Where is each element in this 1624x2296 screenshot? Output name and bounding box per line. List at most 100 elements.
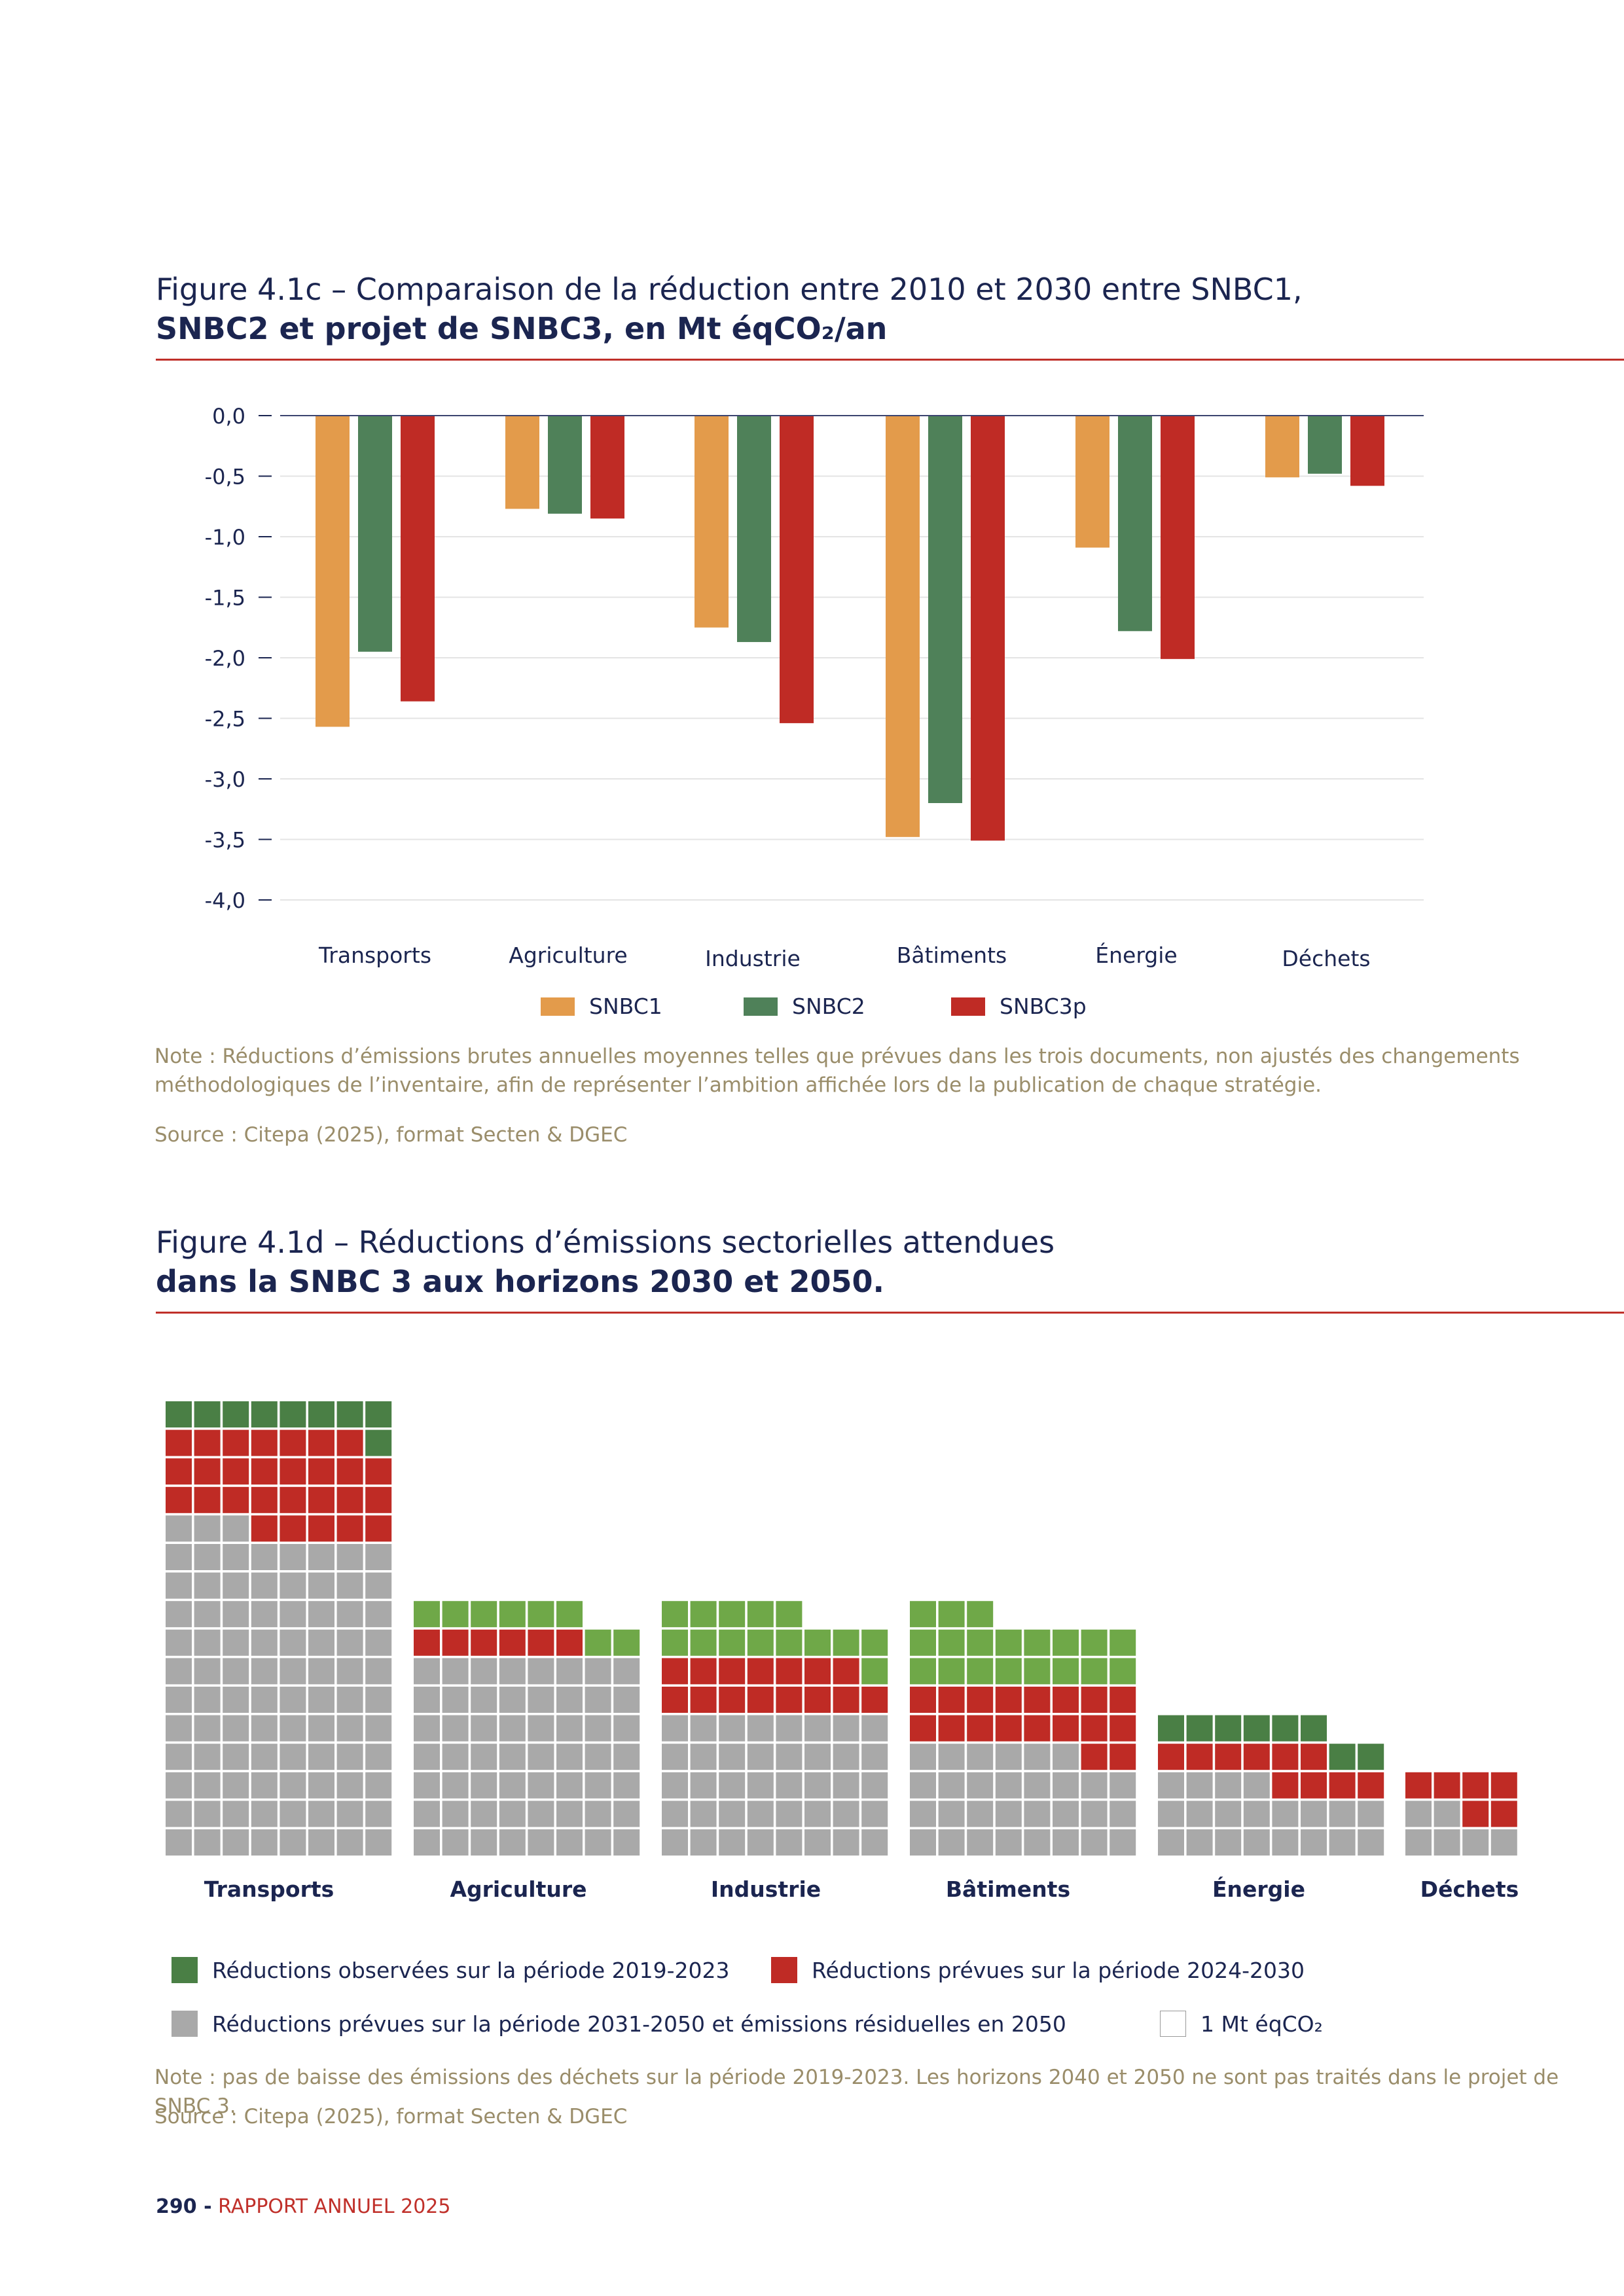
waffle-cell-batiments <box>967 1658 994 1685</box>
waffle-cell-agriculture <box>499 1829 526 1856</box>
waffle-cell-batiments <box>938 1801 965 1827</box>
waffle-cell-energie <box>1186 1829 1213 1856</box>
waffle-cell-batiments <box>1053 1658 1079 1685</box>
waffle-cell-agriculture <box>471 1658 497 1685</box>
waffle-cell-energie <box>1215 1829 1242 1856</box>
waffle-cell-transports <box>280 1572 306 1599</box>
waffle-cell-transports <box>365 1572 392 1599</box>
waffle-cell-industrie <box>690 1658 717 1685</box>
waffle-cell-industrie <box>747 1715 774 1742</box>
waffle-cell-agriculture <box>471 1629 497 1656</box>
waffle-cell-energie <box>1158 1829 1184 1856</box>
waffle-cell-batiments <box>910 1744 936 1770</box>
bar-snbc2-transports <box>358 416 392 652</box>
waffle-cell-industrie <box>690 1829 717 1856</box>
x-label-dechets: Déchets <box>1282 946 1371 971</box>
waffle-cell-transports <box>166 1601 192 1628</box>
waffle-cell-batiments <box>1081 1772 1108 1799</box>
waffle-cell-batiments <box>910 1658 936 1685</box>
waffle-cell-transports <box>223 1658 249 1685</box>
waffle-cell-transports <box>194 1515 221 1542</box>
waffle-cell-transports <box>280 1687 306 1713</box>
waffle-cell-industrie <box>833 1715 859 1742</box>
bar-snbc1-agriculture <box>505 416 539 509</box>
waffle-cell-transports <box>194 1829 221 1856</box>
waffle-cell-transports <box>194 1601 221 1628</box>
waffle-cell-industrie <box>719 1629 746 1656</box>
waffle-cell-transports <box>223 1744 249 1770</box>
waffle-cell-transports <box>251 1801 278 1827</box>
waffle-cell-transports <box>251 1829 278 1856</box>
waffle-cell-transports <box>365 1429 392 1456</box>
waffle-cell-transports <box>251 1572 278 1599</box>
bar-snbc1-energie <box>1075 416 1110 548</box>
waffle-cell-industrie <box>804 1715 831 1742</box>
waffle-cell-industrie <box>861 1744 888 1770</box>
waffle-legend-unit: 1 Mt éqCO₂ <box>1160 2011 1323 2037</box>
waffle-cell-agriculture <box>613 1829 640 1856</box>
waffle-cell-transports <box>336 1458 363 1485</box>
waffle-cell-batiments <box>1053 1687 1079 1713</box>
waffle-cell-transports <box>280 1772 306 1799</box>
y-tick-label: -2,5 <box>205 707 245 732</box>
legend-snbc1: SNBC1 <box>541 994 662 1019</box>
waffle-cell-agriculture <box>585 1629 611 1656</box>
waffle-cell-agriculture <box>499 1601 526 1628</box>
waffle-cell-transports <box>365 1515 392 1542</box>
waffle-cell-transports <box>280 1544 306 1570</box>
y-tick-label: -1,5 <box>205 586 245 611</box>
waffle-cell-agriculture <box>556 1629 583 1656</box>
waffle-cell-transports <box>251 1629 278 1656</box>
waffle-cell-agriculture <box>556 1687 583 1713</box>
waffle-cell-transports <box>336 1772 363 1799</box>
waffle-label-agriculture: Agriculture <box>450 1876 587 1902</box>
waffle-cell-batiments <box>1024 1772 1051 1799</box>
x-label-transports: Transports <box>318 942 432 968</box>
waffle-cell-batiments <box>910 1629 936 1656</box>
figure-1-title: Figure 4.1c – Comparaison de la réductio… <box>156 270 1530 348</box>
waffle-cell-transports <box>223 1544 249 1570</box>
waffle-cell-dechets <box>1405 1772 1432 1799</box>
x-label-energie: Énergie <box>1095 942 1178 968</box>
waffle-legend-planned-2050: Réductions prévues sur la période 2031-2… <box>171 2011 1066 2037</box>
waffle-cell-transports <box>365 1687 392 1713</box>
waffle-cell-industrie <box>861 1801 888 1827</box>
page-number: 290 - <box>156 2195 212 2218</box>
waffle-cell-batiments <box>1081 1687 1108 1713</box>
waffle-cell-agriculture <box>613 1801 640 1827</box>
waffle-cell-transports <box>365 1744 392 1770</box>
waffle-cell-transports <box>194 1401 221 1427</box>
bar-snbc3p-dechets <box>1350 416 1384 486</box>
waffle-cell-batiments <box>1110 1801 1136 1827</box>
waffle-cell-industrie <box>833 1829 859 1856</box>
waffle-cell-energie <box>1272 1715 1299 1742</box>
waffle-cell-agriculture <box>556 1658 583 1685</box>
waffle-cell-transports <box>280 1744 306 1770</box>
waffle-cell-dechets <box>1490 1829 1517 1856</box>
waffle-cell-energie <box>1243 1801 1270 1827</box>
waffle-cell-transports <box>365 1401 392 1427</box>
waffle-cell-industrie <box>690 1715 717 1742</box>
waffle-cell-transports <box>308 1772 334 1799</box>
waffle-cell-batiments <box>995 1658 1022 1685</box>
waffle-cell-industrie <box>719 1772 746 1799</box>
waffle-cell-batiments <box>967 1772 994 1799</box>
waffle-cell-industrie <box>804 1744 831 1770</box>
waffle-cell-industrie <box>719 1687 746 1713</box>
waffle-cell-agriculture <box>585 1801 611 1827</box>
waffle-cell-transports <box>308 1601 334 1628</box>
waffle-cell-transports <box>194 1801 221 1827</box>
waffle-cell-batiments <box>1081 1744 1108 1770</box>
waffle-cell-batiments <box>1110 1829 1136 1856</box>
waffle-cell-agriculture <box>442 1687 469 1713</box>
waffle-cell-transports <box>223 1772 249 1799</box>
waffle-chart <box>166 1401 1517 1856</box>
waffle-cell-agriculture <box>442 1744 469 1770</box>
waffle-cell-agriculture <box>528 1772 554 1799</box>
waffle-cell-batiments <box>967 1801 994 1827</box>
waffle-cell-transports <box>365 1458 392 1485</box>
waffle-cell-transports <box>194 1486 221 1513</box>
waffle-cell-agriculture <box>471 1772 497 1799</box>
waffle-cell-agriculture <box>528 1601 554 1628</box>
waffle-cell-industrie <box>719 1658 746 1685</box>
